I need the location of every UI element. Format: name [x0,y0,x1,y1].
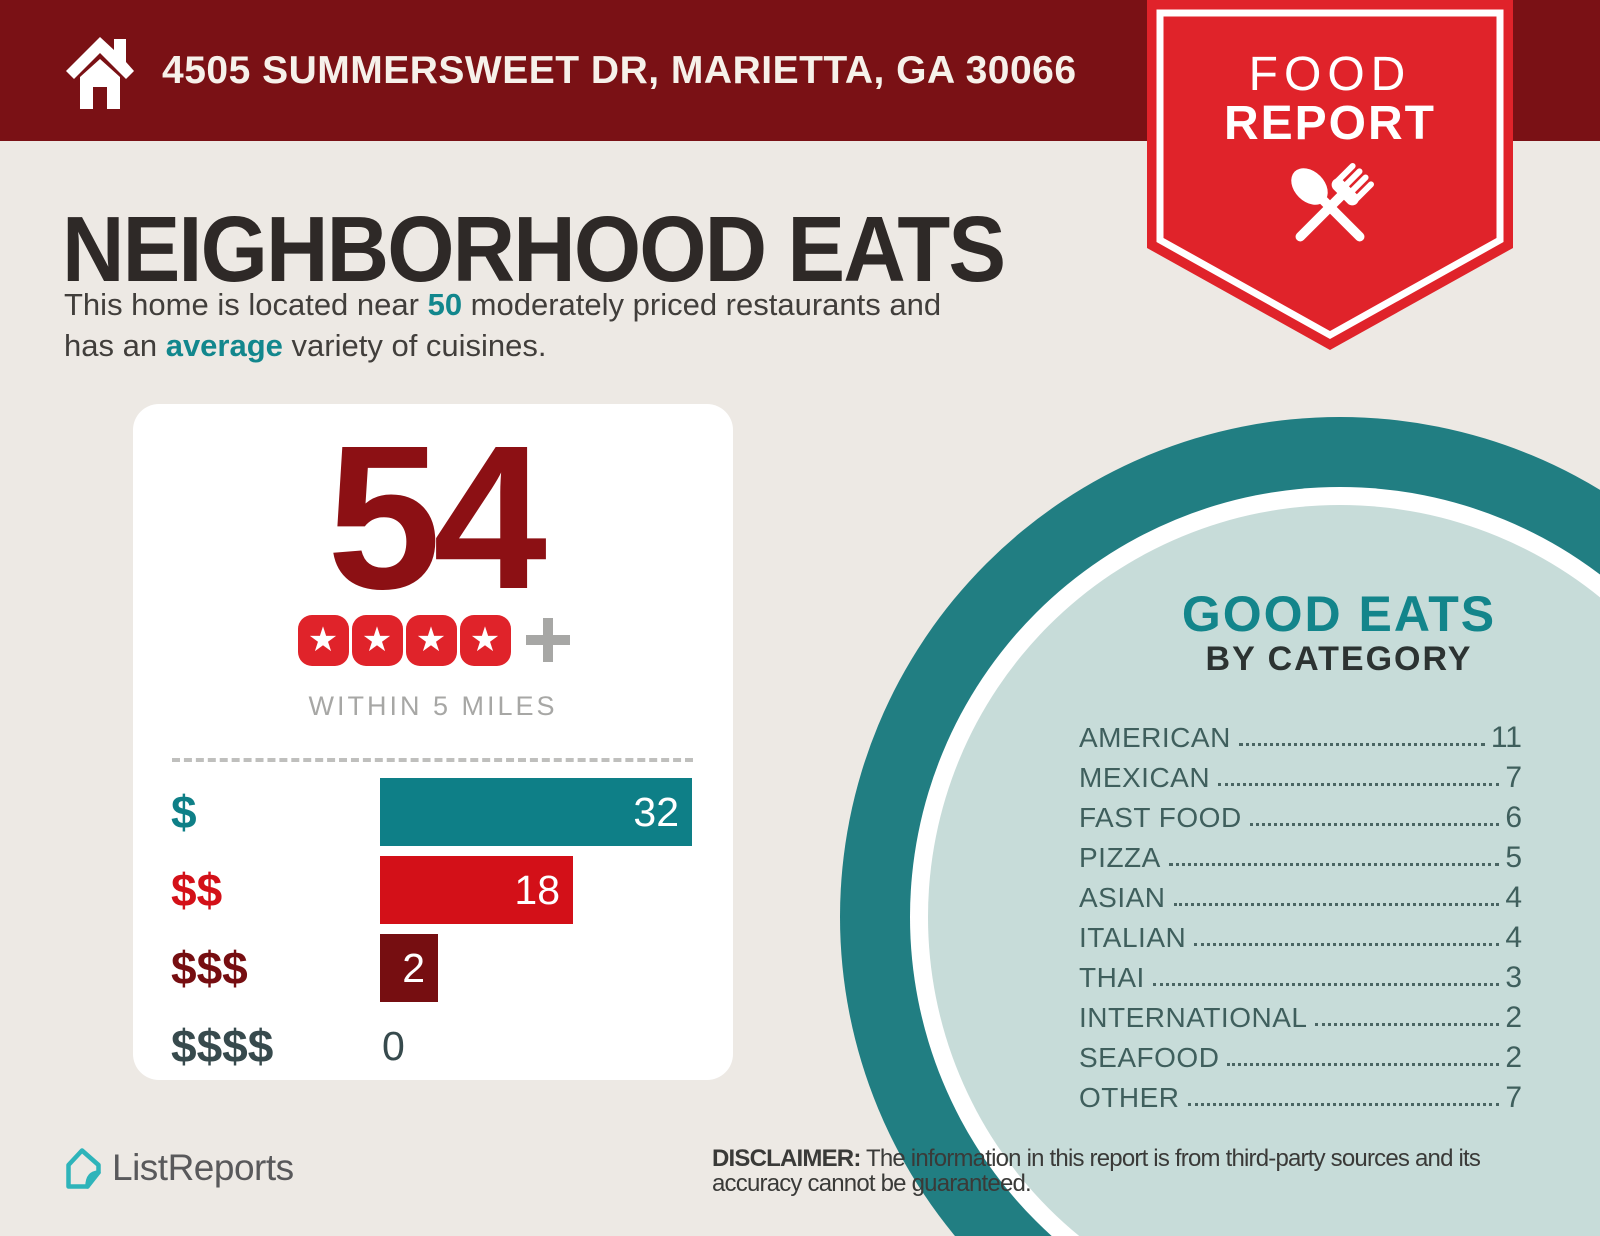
good-eats-title: GOOD EATS [1181,586,1497,642]
dotted-leader [1249,823,1500,826]
price-level-bar-chart: $32 $$ 18 $$$ 2 $$$$ 0 [133,778,733,1080]
bar-area: 0 [380,1012,733,1080]
price-chart-row: $$$$ 0 [133,1012,733,1080]
ribbon-shape [1147,0,1513,350]
category-row: AMERICAN 11 [1079,715,1522,755]
dotted-leader [1168,863,1500,866]
ribbon-line2: REPORT [1223,97,1436,150]
subtitle-text-3: has an [64,328,166,363]
disclaimer-text1: The information in this report is from t… [860,1145,1481,1172]
bar-area: 2 [380,934,733,1002]
disclaimer: DISCLAIMER: The information in this repo… [712,1146,1572,1196]
disclaimer-line1: DISCLAIMER: The information in this repo… [712,1146,1572,1171]
category-label: ITALIAN [1079,922,1187,953]
category-count: 2 [1505,1001,1522,1034]
subtitle-text-2: moderately priced restaurants and [462,287,942,322]
category-count: 4 [1505,921,1522,954]
category-count: 2 [1505,1041,1522,1074]
star-rating: ★ ★ ★ ★ [133,611,733,669]
category-label: SEAFOOD [1079,1042,1220,1073]
disclaimer-label: DISCLAIMER: [712,1145,861,1172]
price-chart-row: $$$ 2 [133,934,733,1002]
food-report-ribbon: FOOD REPORT [1147,0,1513,356]
category-list: AMERICAN 11 MEXICAN 7 FAST FOOD 6 PIZZA 5 ASIAN 4… [1079,715,1522,1115]
price-level-bar: 32 [380,778,692,846]
category-row: OTHER 7 [1079,1075,1522,1115]
bar-area: 32 [380,778,733,846]
star-icon: ★ [351,614,403,666]
category-label: PIZZA [1079,842,1161,873]
category-label: FAST FOOD [1079,802,1242,833]
subtitle-text-1: This home is located near [64,287,428,322]
category-count: 5 [1505,841,1522,874]
bar-area: 18 [380,856,733,924]
category-count: 7 [1505,761,1522,794]
restaurant-total-count: 54 [326,403,547,632]
subtitle-text-4: variety of cuisines. [282,328,547,363]
price-level-bar: 2 [380,934,438,1002]
brand-name: ListReports [112,1147,294,1188]
category-row: THAI 3 [1079,955,1522,995]
dotted-leader [1187,1103,1500,1106]
ribbon-title: FOOD REPORT [1147,50,1513,148]
category-label: AMERICAN [1079,722,1231,753]
disclaimer-line2: accuracy cannot be guaranteed. [712,1170,1032,1197]
radius-caption: WITHIN 5 MILES [308,691,558,721]
price-chart-row: $$ 18 [133,856,733,924]
dashed-divider [172,758,693,762]
dotted-leader [1227,1063,1500,1066]
dotted-leader [1173,903,1500,906]
dotted-leader [1238,743,1485,746]
category-count: 7 [1505,1081,1522,1114]
category-count: 4 [1505,881,1522,914]
category-count: 6 [1505,801,1522,834]
dotted-leader [1315,1023,1500,1026]
star-icon: ★ [297,614,349,666]
plus-icon [526,618,570,662]
variety-highlight: average [165,328,283,363]
star-icon: ★ [405,614,457,666]
price-chart-row: $32 [133,778,733,846]
price-level-label: $ [171,786,197,838]
star-icon: ★ [459,614,511,666]
good-eats-subtitle: BY CATEGORY [1205,640,1473,678]
home-icon [66,37,134,109]
category-label: MEXICAN [1079,762,1211,793]
category-row: INTERNATIONAL 2 [1079,995,1522,1035]
summary-card: 54 ★ ★ ★ ★ WITHIN 5 MILES $32 $$ 18 $$$ 2 $$$$ 0 [133,404,733,1080]
page-title: NEIGHBORHOOD EATS [62,197,1006,301]
category-row: FAST FOOD 6 [1079,795,1522,835]
ribbon-line1: FOOD [1248,48,1412,101]
zero-value-label: 0 [382,1022,405,1069]
category-label: OTHER [1079,1082,1180,1113]
category-count: 3 [1505,961,1522,994]
dotted-leader [1194,943,1500,946]
dotted-leader [1218,783,1500,786]
category-row: PIZZA 5 [1079,835,1522,875]
listreports-logo: ListReports [58,1144,478,1196]
price-level-label: $$$$ [171,1020,274,1072]
price-level-bar: 18 [380,856,573,924]
dotted-leader [1152,983,1500,986]
price-level-label: $$ [171,864,223,916]
page-subtitle: This home is located near 50 moderately … [64,284,941,366]
price-level-label: $$$ [171,942,248,994]
category-label: INTERNATIONAL [1079,1002,1308,1033]
category-row: ITALIAN 4 [1079,915,1522,955]
category-row: MEXICAN 7 [1079,755,1522,795]
category-label: ASIAN [1079,882,1166,913]
listreports-house-icon [66,1148,101,1189]
category-count: 11 [1490,721,1522,754]
category-row: ASIAN 4 [1079,875,1522,915]
property-address: 4505 SUMMERSWEET DR, MARIETTA, GA 30066 [162,48,1077,92]
category-row: SEAFOOD 2 [1079,1035,1522,1075]
category-label: THAI [1079,962,1145,993]
spoon-fork-icon [1291,162,1375,242]
restaurant-count-highlight: 50 [427,287,463,322]
